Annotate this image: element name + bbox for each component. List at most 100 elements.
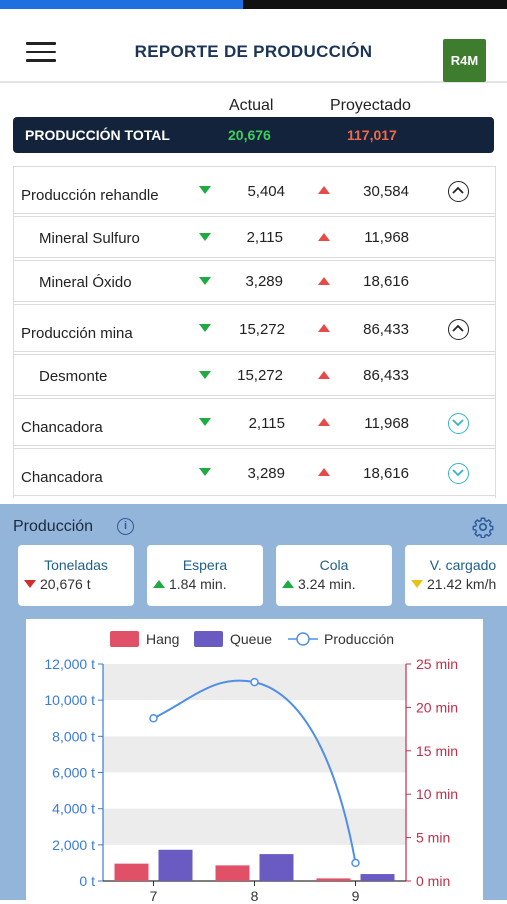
production-section: Producción i Toneladas 20,676 t Espera 1… xyxy=(0,504,507,904)
progress-strip xyxy=(0,0,507,9)
trend-down-icon xyxy=(199,468,211,476)
line-produccion xyxy=(153,679,357,864)
y-left-tick-label: 12,000 t xyxy=(44,656,95,672)
trend-down-icon xyxy=(199,186,211,194)
row-actual: 15,272 xyxy=(239,321,285,338)
collapse-chevron-up-icon[interactable] xyxy=(448,181,469,202)
expand-chevron-down-icon[interactable] xyxy=(448,413,469,434)
row-name: Desmonte xyxy=(39,368,108,385)
total-production-bar: PRODUCCIÓN TOTAL 20,676 117,017 xyxy=(13,117,494,153)
gear-icon[interactable] xyxy=(472,516,494,539)
kpi-card-toneladas[interactable]: Toneladas 20,676 t xyxy=(18,545,134,606)
y-left-tick-label: 0 t xyxy=(79,873,95,889)
y-left-tick-label: 2,000 t xyxy=(52,837,95,853)
total-label: PRODUCCIÓN TOTAL xyxy=(25,127,170,143)
row-name: Chancadora xyxy=(21,419,103,436)
bar-queue xyxy=(158,849,193,881)
row-name: Mineral Sulfuro xyxy=(39,230,140,247)
y-left-tick-label: 6,000 t xyxy=(52,765,95,781)
trend-neutral-icon xyxy=(411,580,423,588)
trend-down-icon xyxy=(199,418,211,426)
table-row: Mineral Óxido 3,289 18,616 xyxy=(14,260,495,302)
table-row: Desmonte 15,272 86,433 xyxy=(14,354,495,396)
trend-up-icon xyxy=(318,324,330,332)
trend-up-icon xyxy=(282,580,294,588)
collapse-chevron-up-icon[interactable] xyxy=(448,319,469,340)
trend-up-icon xyxy=(318,371,330,379)
table-row[interactable]: Producción mina 15,272 86,433 xyxy=(14,304,495,352)
hamburger-menu-icon[interactable] xyxy=(26,42,56,62)
trend-up-icon xyxy=(318,468,330,476)
y-left-tick-label: 8,000 t xyxy=(52,728,95,744)
y-right-tick-label: 0 min xyxy=(416,873,450,889)
grid-band xyxy=(103,808,406,845)
trend-up-icon xyxy=(318,186,330,194)
row-name: Producción mina xyxy=(21,325,133,342)
table-row: Mineral Sulfuro 2,115 11,968 xyxy=(14,216,495,258)
trend-down-icon xyxy=(24,580,36,588)
row-actual: 2,115 xyxy=(246,229,283,246)
row-name: Mineral Óxido xyxy=(39,274,132,291)
table-row[interactable]: Producción rehandle 5,404 30,584 xyxy=(14,166,495,214)
kpi-value-text: 21.42 km/h xyxy=(427,576,497,592)
kpi-value-text: 20,676 t xyxy=(40,576,91,592)
trend-up-icon xyxy=(318,418,330,426)
row-name: Producción rehandle xyxy=(21,187,159,204)
kpi-card-espera[interactable]: Espera 1.84 min. xyxy=(147,545,263,606)
logo-text: R4M xyxy=(450,53,479,68)
app-header: REPORTE DE PRODUCCIÓN R4M xyxy=(0,9,507,83)
bar-hang xyxy=(114,863,149,881)
legend-swatch xyxy=(110,631,139,647)
chart-svg: 0 t 2,000 t 4,000 t 6,000 t 8,000 t 10,000 t 1… xyxy=(44,631,458,904)
trend-down-icon xyxy=(199,371,211,379)
kpi-value-text: 1.84 min. xyxy=(169,576,227,592)
legend-label: Hang xyxy=(146,631,179,647)
production-table: Producción rehandle 5,404 30,584 Mineral… xyxy=(13,166,496,498)
kpi-card-title: Toneladas xyxy=(44,557,108,573)
expand-chevron-down-icon[interactable] xyxy=(448,463,469,484)
trend-down-icon xyxy=(199,324,211,332)
x-tick-label: 7 xyxy=(150,888,158,904)
legend-label: Queue xyxy=(230,631,272,647)
trend-up-icon xyxy=(318,277,330,285)
legend-label: Producción xyxy=(324,631,394,647)
kpi-card-value: 20,676 t xyxy=(24,576,91,592)
row-projected: 86,433 xyxy=(363,321,409,338)
kpi-card-value: 1.84 min. xyxy=(153,576,227,592)
kpi-value-text: 3.24 min. xyxy=(298,576,356,592)
kpi-card-cola[interactable]: Cola 3.24 min. xyxy=(276,545,392,606)
table-row[interactable]: Chancadora 3,289 18,616 xyxy=(14,448,495,496)
y-right-tick-label: 25 min xyxy=(416,656,458,672)
kpi-cards: Toneladas 20,676 t Espera 1.84 min. Cola… xyxy=(18,545,507,607)
y-right-tick-label: 5 min xyxy=(416,830,450,846)
section-title: Producción xyxy=(13,518,94,535)
row-name: Chancadora xyxy=(21,469,103,486)
company-logo: R4M xyxy=(443,39,486,82)
legend-swatch xyxy=(296,632,310,646)
x-tick-label: 9 xyxy=(352,888,360,904)
row-projected: 18,616 xyxy=(363,273,409,290)
kpi-card-value: 21.42 km/h xyxy=(411,576,496,592)
info-icon[interactable]: i xyxy=(117,518,134,535)
y-right-tick-label: 20 min xyxy=(416,699,458,715)
line-point xyxy=(351,858,360,868)
table-row[interactable]: Chancadora 2,115 11,968 xyxy=(14,398,495,446)
y-right-tick-label: 10 min xyxy=(416,786,458,802)
kpi-card-v-cargado[interactable]: V. cargado 21.42 km/h xyxy=(405,545,507,606)
row-actual: 3,289 xyxy=(245,273,283,290)
y-right-tick-label: 15 min xyxy=(416,743,458,759)
line-point xyxy=(149,714,158,723)
row-projected: 86,433 xyxy=(363,367,409,384)
y-left-tick-label: 10,000 t xyxy=(44,692,95,708)
total-projected: 117,017 xyxy=(347,127,397,143)
trend-up-icon xyxy=(318,233,330,241)
kpi-card-value: 3.24 min. xyxy=(282,576,356,592)
total-actual: 20,676 xyxy=(228,127,271,143)
line-point xyxy=(250,677,259,687)
grid-band xyxy=(103,736,406,773)
row-projected: 30,584 xyxy=(363,183,409,200)
row-actual: 15,272 xyxy=(237,367,283,384)
x-tick-label: 8 xyxy=(251,888,259,904)
bar-hang xyxy=(316,878,351,881)
legend-swatch xyxy=(194,631,223,647)
